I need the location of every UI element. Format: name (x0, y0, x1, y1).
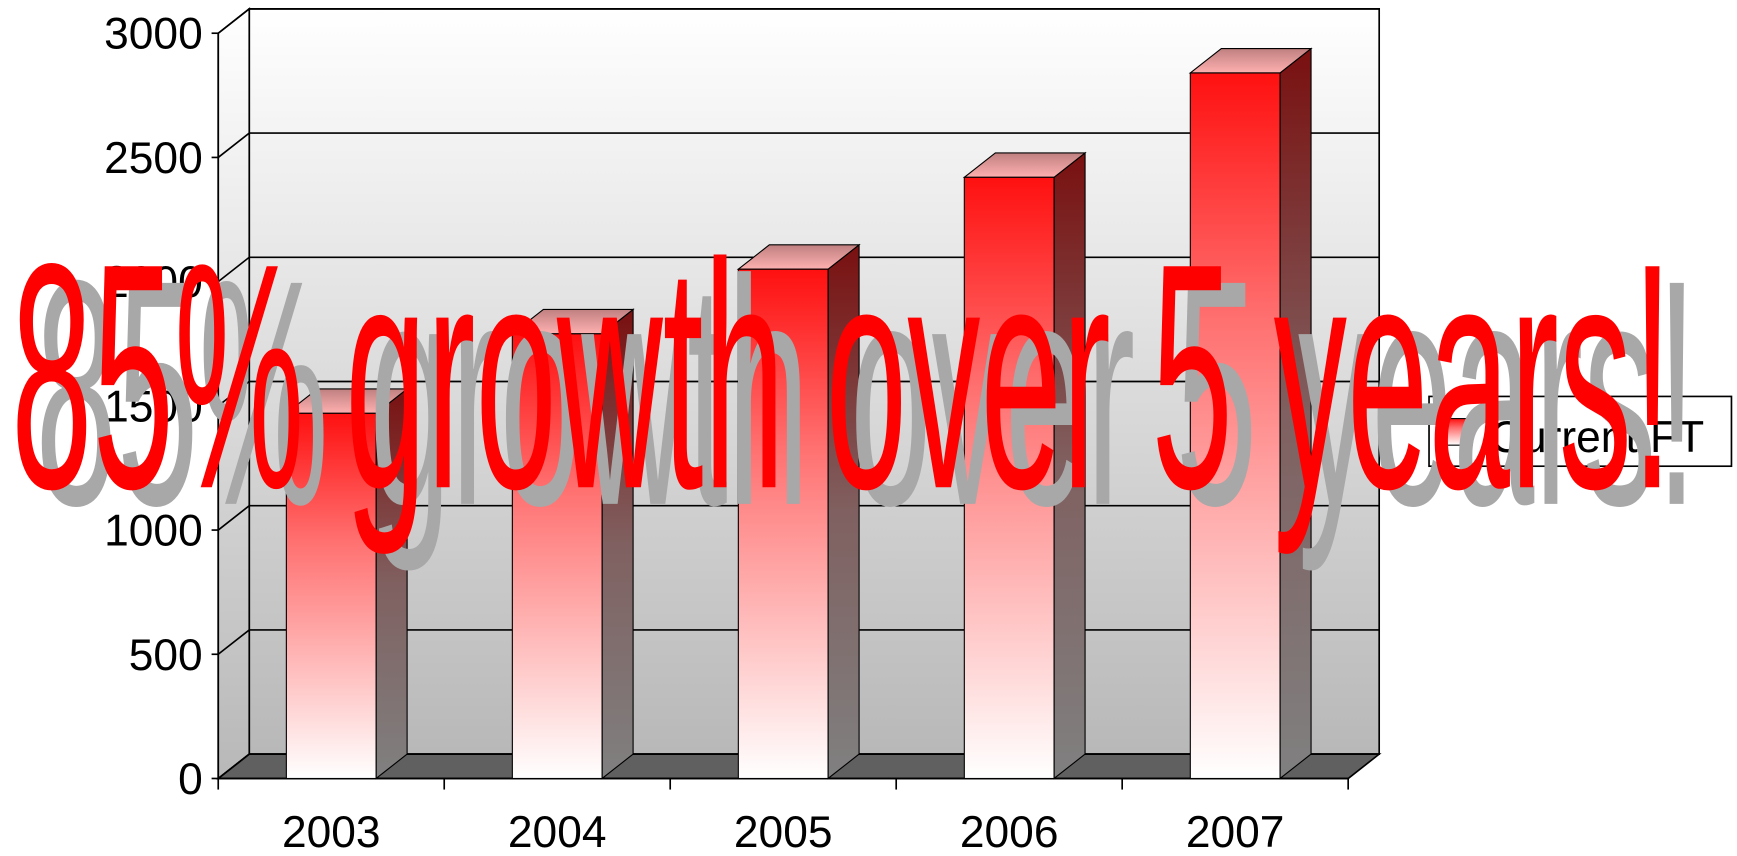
annotation: 85% growth over 5 years! (11, 197, 1673, 557)
grid-line (217, 132, 1380, 159)
x-tick-label: 2003 (282, 808, 381, 856)
x-tick-label: 2006 (960, 808, 1059, 856)
y-tick-label: 2000 (104, 258, 203, 307)
x-tick-label: 2004 (508, 808, 607, 856)
grid-line (217, 8, 1380, 34)
x-tick-label: 2007 (1186, 808, 1285, 856)
legend-swatch (1445, 418, 1473, 446)
y-tick-label: 1500 (104, 382, 203, 431)
bar (963, 176, 1055, 780)
annotation-shadow: 85% growth over 5 years! (35, 214, 1697, 574)
legend-label: Current FT (1490, 413, 1704, 462)
bar (511, 333, 603, 780)
y-tick-label: 500 (129, 631, 203, 680)
y-tick-label: 3000 (104, 10, 203, 59)
bar (285, 412, 377, 780)
legend-box (1428, 395, 1733, 468)
y-tick-label: 0 (178, 755, 203, 804)
x-tick-label: 2005 (734, 808, 833, 856)
y-tick-label: 2500 (104, 134, 203, 183)
bar (737, 268, 829, 780)
y-tick-label: 1000 (104, 507, 203, 556)
bar (1189, 72, 1281, 780)
